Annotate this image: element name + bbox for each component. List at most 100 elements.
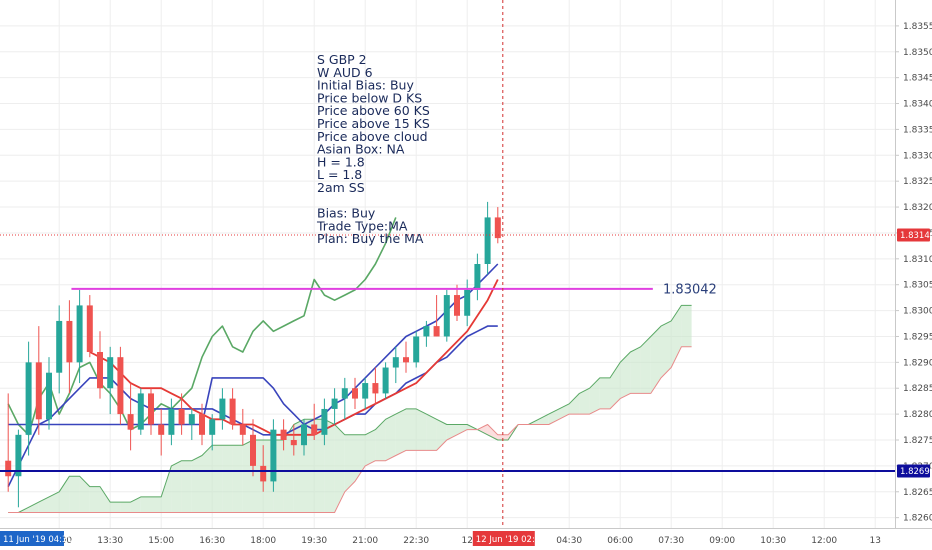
cloud-segment (89, 486, 100, 513)
y-axis-tick-label: 1.82800 (903, 410, 932, 420)
cloud-segment (202, 445, 213, 513)
y-axis-tick-label: 1.83200 (903, 203, 932, 213)
x-axis[interactable]: 12:00 13:30 15:00 16:30 18:00 19:30 21:00 22:30… (46, 536, 881, 546)
candle-body (260, 465, 267, 482)
candle-body (454, 295, 460, 316)
candlesticks (5, 201, 501, 508)
candle-body (331, 398, 338, 409)
x-axis-tick-label: 04:30 (556, 536, 582, 546)
note-line: Bias: Buy (317, 206, 376, 221)
cloud-segment (661, 320, 672, 378)
cloud-segment (181, 460, 192, 513)
y-axis-tick-label: 1.83100 (903, 255, 932, 265)
x-axis-tick-label: 13:30 (97, 536, 123, 546)
cloud-segment (232, 445, 243, 513)
candle-body (423, 326, 430, 337)
x-axis-tick-label: 12 (461, 536, 472, 546)
candle-body (209, 419, 216, 435)
cloud-segment (355, 434, 366, 482)
candle-body (127, 414, 134, 430)
note-line: W AUD 6 (317, 65, 373, 80)
candle-body (15, 434, 22, 477)
candle-body (137, 393, 144, 430)
candle-body (443, 295, 450, 337)
current-price-tag-text: 1.83146 (900, 231, 932, 241)
candle-body (250, 434, 256, 466)
y-axis-tick-label: 1.82850 (903, 384, 932, 394)
axis-tags: 1.83146 1.82690 11 Jun '19 04:30 12 Jun '19… (0, 228, 932, 546)
x-axis-tick-label: 10:30 (760, 536, 786, 546)
cloud-segment (416, 408, 427, 451)
candle-body (372, 383, 379, 394)
candle-body (494, 217, 501, 239)
cursor-date-tag-text: 12 Jun '19 02:00 (476, 535, 546, 545)
note-line: Initial Bias: Buy (317, 78, 414, 93)
cloud-segment (487, 424, 498, 440)
start-date-tag-box (0, 531, 64, 546)
y-axis[interactable]: 1.83550 1.83500 1.83450 1.83400 1.83350 1.833… (895, 22, 932, 524)
candle-body (168, 408, 175, 435)
cloud-segment (120, 502, 131, 513)
note-line: Trade Type:MA (316, 218, 408, 233)
cloud-segment (579, 388, 590, 415)
cloud-segment (334, 424, 345, 513)
y-axis-tick-label: 1.83450 (903, 74, 932, 84)
candle-body (474, 264, 481, 290)
cloud-segment (314, 419, 325, 513)
note-line: Price above 60 KS (317, 103, 430, 118)
candle-body (433, 326, 440, 337)
candle-body (56, 320, 63, 373)
horizontal-levels: 1.83042 (0, 0, 895, 528)
y-axis-tick-label: 1.83300 (903, 151, 932, 161)
candle-body (270, 429, 277, 482)
cloud-segment (59, 476, 70, 513)
candle-body (76, 305, 83, 363)
candle-body (362, 383, 369, 399)
senkou-span-b-line (8, 346, 692, 513)
candle-body (239, 424, 246, 435)
y-axis-tick-label: 1.83400 (903, 100, 932, 110)
start-date-tag-text: 11 Jun '19 04:30 (3, 535, 73, 545)
cloud-segment (599, 377, 610, 409)
candle-body (5, 460, 12, 477)
cloud-segment (610, 362, 621, 409)
cloud-segment (79, 476, 90, 513)
x-axis-tick-label: 07:30 (658, 536, 684, 546)
candle-body (413, 336, 420, 363)
candle-body (97, 352, 103, 389)
cloud-segment (640, 336, 651, 394)
cloud-segment (650, 326, 661, 394)
note-line: Asian Box: NA (317, 142, 405, 157)
cloud-segment (161, 465, 172, 513)
y-axis-tick-label: 1.82650 (903, 488, 932, 498)
candle-body (382, 367, 389, 394)
cloud-segment (589, 377, 600, 415)
note-line: H = 1.8 (317, 154, 365, 169)
y-axis-tick-label: 1.83500 (903, 48, 932, 58)
candle-body (341, 388, 348, 399)
cloud-segment (375, 419, 386, 461)
candle-body (229, 398, 236, 425)
candle-body (290, 440, 297, 446)
candle-body (46, 372, 52, 420)
candle-body (35, 362, 42, 420)
candle-body (301, 424, 307, 446)
cloud-segment (385, 414, 396, 461)
cloud-segment (171, 460, 182, 513)
candle-body (311, 424, 318, 435)
cloud-segment (344, 434, 355, 492)
cloud-segment (457, 424, 468, 435)
y-axis-tick-label: 1.83550 (903, 22, 932, 32)
x-axis-tick-label: 13 (869, 536, 880, 546)
x-axis-tick-label: 15:00 (148, 536, 174, 546)
cloud-segment (212, 445, 223, 513)
y-axis-tick-label: 1.82600 (903, 514, 932, 524)
cloud-segment (395, 408, 406, 456)
candle-body (188, 414, 195, 425)
candle-body (86, 305, 93, 352)
cloud-segment (28, 502, 39, 513)
senkou-span-a-line (8, 304, 692, 513)
x-axis-tick-label: 09:00 (709, 536, 735, 546)
cloud-segment (406, 408, 417, 451)
